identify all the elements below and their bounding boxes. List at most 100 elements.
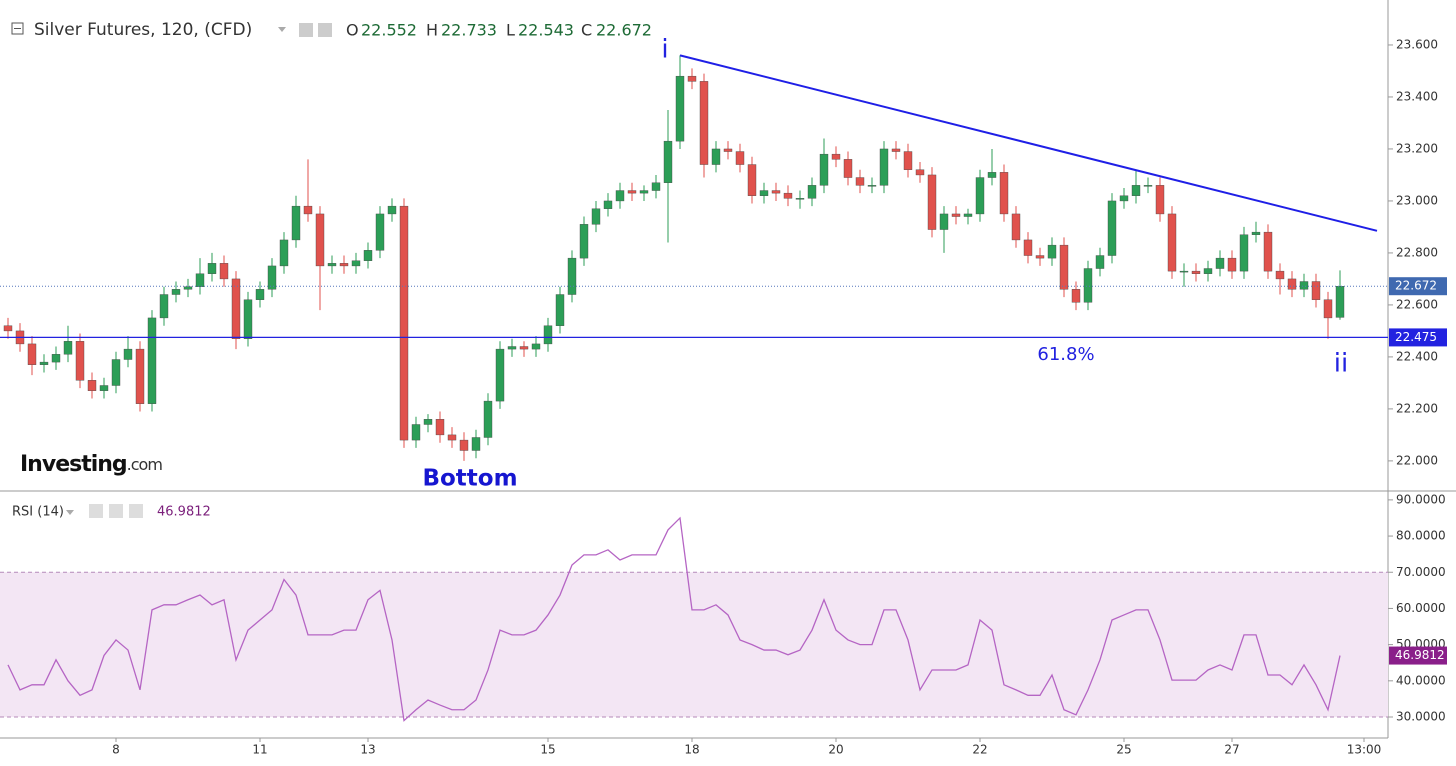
- candle-body: [1059, 244, 1069, 290]
- watermark-suffix: .com: [127, 455, 163, 474]
- candle-body: [423, 419, 433, 425]
- candle-body: [555, 294, 565, 326]
- candle-body: [807, 185, 817, 199]
- ohlc-label: H: [426, 21, 438, 40]
- candle-body: [819, 153, 829, 186]
- candle-body: [111, 359, 121, 386]
- y-tick-label: 22.800: [1396, 245, 1438, 259]
- y-tick-label: 70.0000: [1396, 565, 1446, 579]
- last-price-box: [1389, 277, 1447, 296]
- candle-body: [903, 151, 913, 170]
- candle-body: [519, 346, 529, 350]
- eye-icon[interactable]: [299, 23, 313, 37]
- annotation: i: [661, 35, 668, 65]
- ohlc-value: 22.543: [518, 21, 574, 40]
- candle-body: [1047, 244, 1057, 259]
- settings-icon[interactable]: [318, 23, 332, 37]
- candle-body: [435, 419, 445, 436]
- dropdown-icon[interactable]: [66, 510, 74, 515]
- ohlc-label: L: [506, 21, 515, 40]
- candle-body: [351, 260, 361, 267]
- candle-body: [507, 346, 517, 350]
- candle-body: [1179, 270, 1189, 273]
- candle-body: [831, 153, 841, 160]
- candle-body: [447, 434, 457, 441]
- candle-body: [279, 239, 289, 267]
- candle-body: [1167, 213, 1177, 272]
- candle-body: [879, 148, 889, 186]
- y-tick-label: 23.200: [1396, 141, 1438, 155]
- dropdown-icon[interactable]: [278, 27, 286, 32]
- candle-body: [591, 208, 601, 225]
- candle-body: [1215, 257, 1225, 269]
- candle-body: [1011, 213, 1021, 241]
- candle-body: [711, 148, 721, 165]
- candle-body: [687, 75, 697, 82]
- candle-body: [315, 213, 325, 267]
- eye-icon[interactable]: [89, 504, 103, 518]
- reference-box: [1389, 328, 1447, 347]
- candle-body: [843, 159, 853, 178]
- candle-body: [51, 354, 61, 363]
- candle-body: [1155, 185, 1165, 215]
- candle-body: [387, 205, 397, 215]
- candle-body: [735, 151, 745, 165]
- candle-body: [747, 164, 757, 196]
- y-tick-label: 23.600: [1396, 37, 1438, 51]
- candle-body: [471, 437, 481, 451]
- candle-body: [123, 348, 133, 360]
- x-tick-label: 11: [252, 743, 267, 757]
- candle-body: [1095, 255, 1105, 269]
- y-tick-label: 22.600: [1396, 297, 1438, 311]
- candle-body: [1263, 231, 1273, 272]
- candle-body: [543, 325, 553, 345]
- candle-body: [195, 273, 205, 287]
- candle-body: [1107, 200, 1117, 256]
- watermark: Investing.com: [20, 452, 162, 477]
- candle-body: [1035, 255, 1045, 259]
- candle-body: [39, 361, 49, 365]
- candle-body: [147, 317, 157, 404]
- y-tick-label: 60.0000: [1396, 601, 1446, 615]
- rsi-value-box: [1389, 646, 1447, 665]
- ohlc-label: O: [346, 21, 359, 40]
- candle-body: [1131, 185, 1141, 196]
- candle-body: [1191, 270, 1201, 274]
- y-tick-label: 23.400: [1396, 89, 1438, 103]
- y-tick-label: 90.0000: [1396, 492, 1446, 506]
- candle-body: [267, 265, 277, 290]
- candle-body: [675, 75, 685, 142]
- candle-body: [171, 289, 181, 295]
- ohlc-value: 22.552: [361, 21, 417, 40]
- candle-body: [927, 174, 937, 230]
- x-tick-label: 8: [112, 743, 120, 757]
- candle-body: [495, 348, 505, 402]
- collapse-icon[interactable]: [11, 22, 24, 35]
- annotation: ii: [1334, 349, 1348, 379]
- candle-body: [783, 192, 793, 199]
- watermark-text: Investing: [20, 452, 127, 477]
- candle-body: [699, 81, 709, 165]
- candle-body: [1203, 268, 1213, 274]
- candle-body: [1323, 299, 1333, 319]
- y-tick-label: 22.200: [1396, 401, 1438, 415]
- candle-body: [339, 263, 349, 267]
- candle-body: [975, 177, 985, 215]
- candle-body: [771, 190, 781, 194]
- rsi-title: RSI (14): [12, 505, 64, 520]
- candle-body: [1119, 195, 1129, 202]
- x-tick-label: 18: [684, 743, 699, 757]
- candle-body: [183, 286, 193, 290]
- candle-body: [1143, 185, 1153, 187]
- close-icon[interactable]: [129, 504, 143, 518]
- y-tick-label: 80.0000: [1396, 529, 1446, 543]
- candle-body: [663, 140, 673, 183]
- x-tick-label: 27: [1224, 743, 1239, 757]
- candle-body: [1299, 281, 1309, 290]
- settings-icon[interactable]: [109, 504, 123, 518]
- candle-body: [987, 172, 997, 178]
- candle-body: [375, 213, 385, 251]
- annotation: Bottom: [422, 466, 517, 492]
- candle-body: [3, 325, 13, 332]
